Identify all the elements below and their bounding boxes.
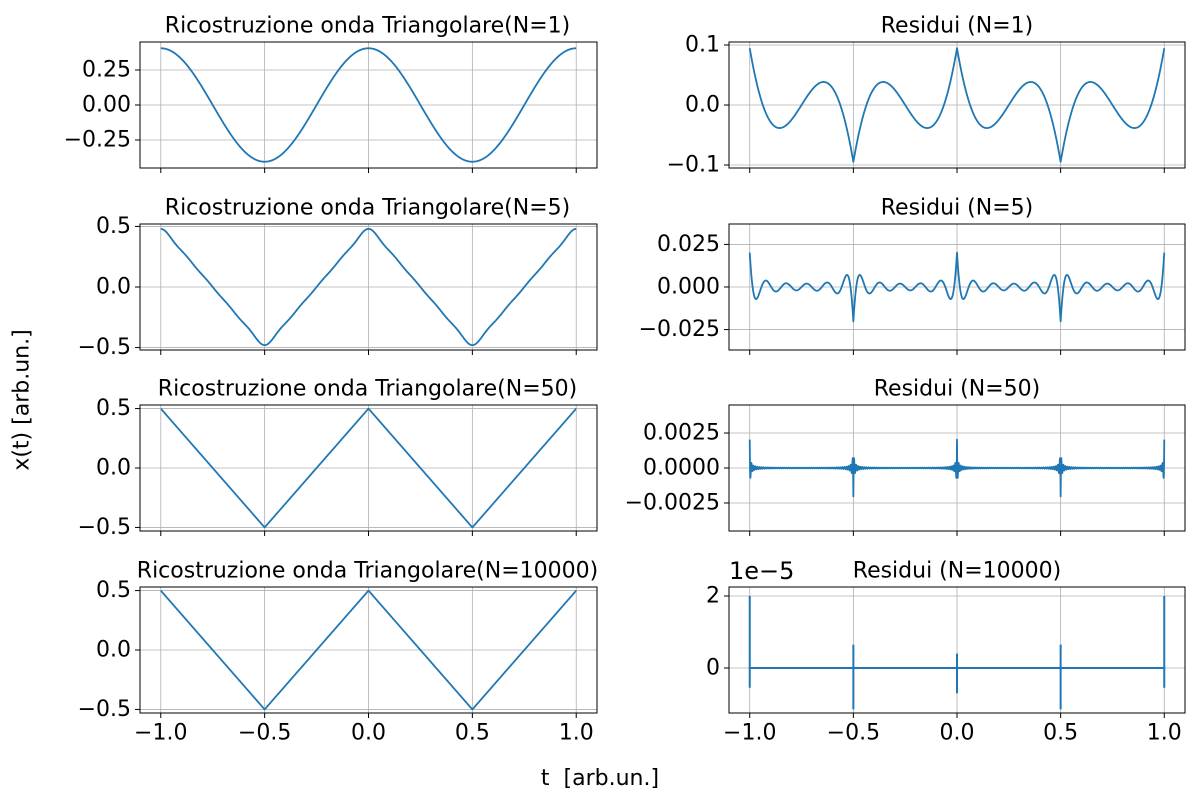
subplot-title: Ricostruzione onda Triangolare(N=10000) xyxy=(137,559,598,584)
x-tick-label: 1.0 xyxy=(1147,721,1182,746)
x-tick-label: 0.5 xyxy=(455,721,490,746)
subplot-4: −0.025 0.000 0.025 Residui (N=5) xyxy=(639,196,1186,355)
y-tick-label: −0.5 xyxy=(78,335,131,360)
subplot-title: Residui (N=1) xyxy=(881,14,1033,39)
y-tick-label: 0.025 xyxy=(657,232,720,257)
data-series-line xyxy=(748,47,1166,163)
x-axis-label: t [arb.un.] xyxy=(540,766,660,791)
y-tick-label: −0.5 xyxy=(78,515,131,540)
x-tick-label: 0.0 xyxy=(351,721,386,746)
y-tick-label: 2 xyxy=(706,584,720,609)
y-tick-label: 0.0 xyxy=(96,275,131,300)
subplot-title: Ricostruzione onda Triangolare(N=50) xyxy=(158,377,577,402)
y-tick-label: −0.0025 xyxy=(625,491,720,516)
y-tick-label: 0.25 xyxy=(82,58,131,83)
x-tick-label: 0.0 xyxy=(940,721,975,746)
subplot-title: Residui (N=50) xyxy=(874,377,1040,402)
y-tick-label: −0.25 xyxy=(64,128,131,153)
y-tick-label: 0.0 xyxy=(96,638,131,663)
y-tick-label: 0.5 xyxy=(96,396,131,421)
y-tick-label: 0.000 xyxy=(657,275,720,300)
subplot-title: Residui (N=5) xyxy=(881,196,1033,221)
data-series-line xyxy=(160,227,577,347)
x-tick-label: 1.0 xyxy=(559,721,594,746)
data-series-line xyxy=(160,407,577,529)
x-tick-label: −0.5 xyxy=(238,721,291,746)
x-tick-label: −1.0 xyxy=(134,721,187,746)
data-series-line xyxy=(748,251,1166,323)
y-tick-label: 0.5 xyxy=(96,578,131,603)
y-tick-label: −0.025 xyxy=(639,317,720,342)
y-tick-label: −0.5 xyxy=(78,697,131,722)
axis-offset-label: 1e−5 xyxy=(729,557,794,585)
subplot-title: Ricostruzione onda Triangolare(N=1) xyxy=(165,14,570,39)
y-tick-label: 0.0 xyxy=(96,456,131,481)
subplot-title: Residui (N=10000) xyxy=(853,559,1061,584)
x-tick-label: −0.5 xyxy=(827,721,880,746)
x-tick-label: −1.0 xyxy=(723,721,776,746)
subplot-3: −0.5 0.0 0.5 Ricostruzione onda Triangolare… xyxy=(78,196,598,360)
subplot-8: −1.0 −0.5 0.0 0.5 1.0 0 2 Residui (N=10000) 1e−5 xyxy=(706,557,1186,746)
subplot-6: −0.0025 0.0000 0.0025 Residui (N=50) xyxy=(625,377,1186,536)
y-tick-label: −0.1 xyxy=(667,153,720,178)
subplot-7: −1.0 −0.5 0.0 0.5 1.0−0.50.00.5Ricostruzione… xyxy=(78,559,599,746)
subplot-title: Ricostruzione onda Triangolare(N=5) xyxy=(165,196,570,221)
data-series-line xyxy=(748,596,1166,710)
y-tick-label: 0.5 xyxy=(96,214,131,239)
data-series-line xyxy=(160,589,577,711)
y-axis-label: x(t) [arb.un.] xyxy=(9,329,35,471)
y-tick-label: 0 xyxy=(706,656,720,681)
subplot-5: −0.5 0.0 0.5 Ricostruzione onda Triangolare… xyxy=(78,377,598,540)
x-tick-label: 0.5 xyxy=(1043,721,1078,746)
data-series-line xyxy=(748,438,1166,498)
y-tick-label: 0.0 xyxy=(685,93,720,118)
subplot-2: −0.1 0.0 0.1 Residui (N=1) xyxy=(667,14,1186,178)
y-tick-label: 0.00 xyxy=(82,93,131,118)
y-tick-label: 0.0000 xyxy=(643,456,720,481)
y-tick-label: 0.0025 xyxy=(643,421,720,446)
subplot-1: −0.25 0.00 0.25 Ricostruzione onda Triangol… xyxy=(64,14,598,173)
data-series-line xyxy=(160,47,577,163)
y-tick-label: 0.1 xyxy=(685,33,720,58)
